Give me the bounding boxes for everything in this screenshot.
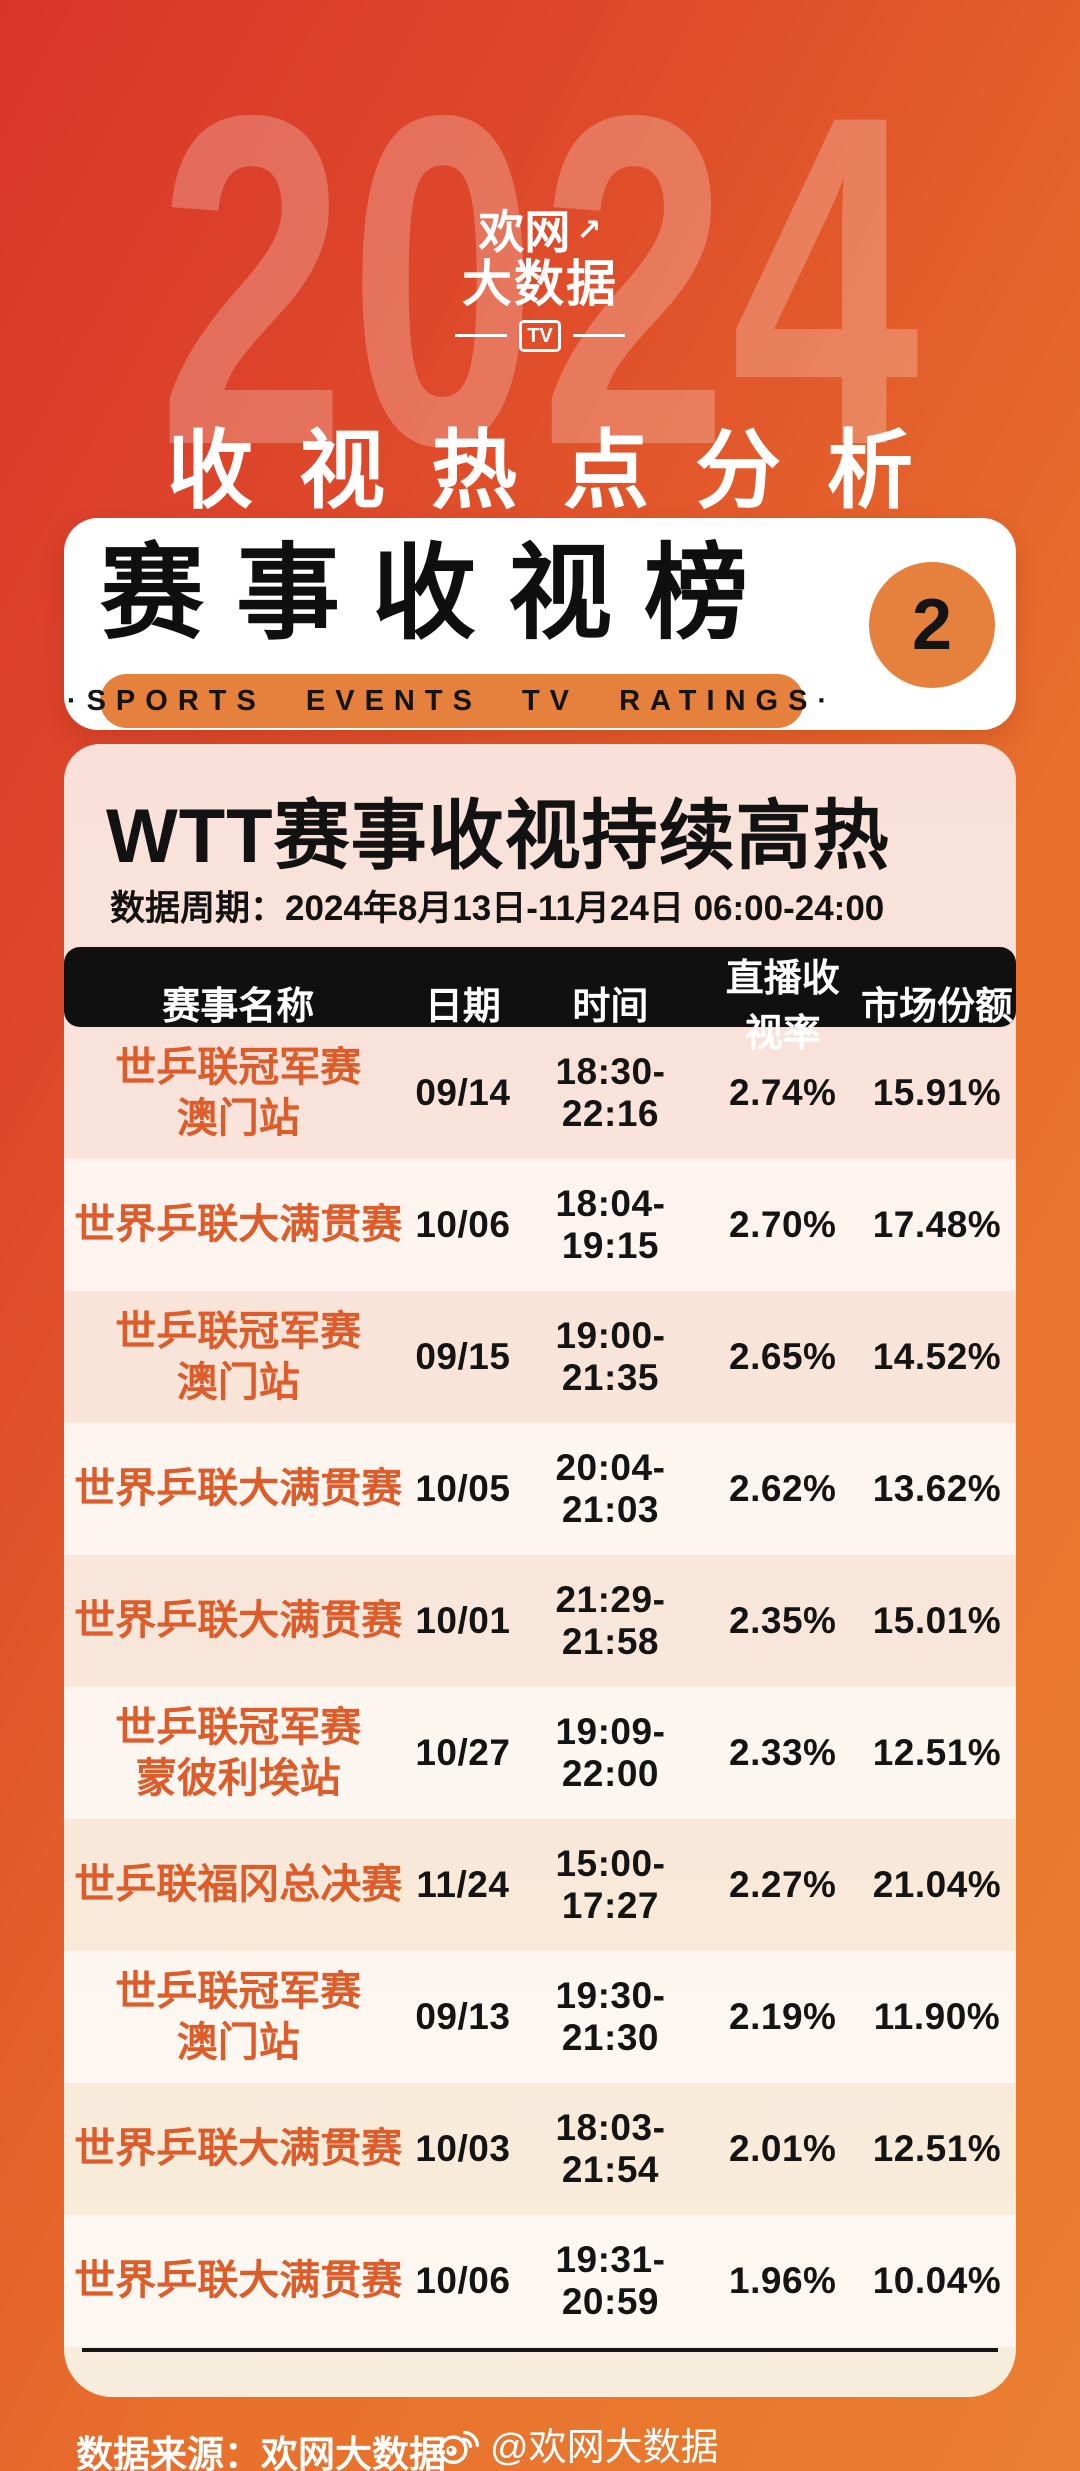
event-date: 10/06 [415,2260,511,2301]
weibo-icon [438,2430,480,2464]
table-row: 世乒联福冈总决赛 11/24 15:00-17:27 2.27% 21.04% [64,1819,1016,1951]
weibo-handle: @欢网大数据 [490,2427,719,2469]
event-date: 09/15 [415,1336,511,1377]
rank-card: 赛事收视榜 ·SPORTS EVENTS TV RATINGS· 2 [64,518,1016,730]
col-header-share: 市场份额 [860,985,1013,1028]
data-panel: WTT赛事收视持续高热 数据周期：2024年8月13日-11月24日 06:00… [64,744,1016,2397]
event-rating: 1.96% [729,2260,837,2301]
event-time: 19:30-21:30 [555,1975,666,2058]
event-time: 20:04-21:03 [555,1447,666,1530]
col-header-date: 日期 [424,985,501,1028]
event-time: 18:30-22:16 [555,1051,666,1134]
event-rating: 2.65% [729,1336,837,1377]
table-row: 世界乒联大满贯赛 10/06 18:04-19:15 2.70% 17.48% [64,1159,1016,1291]
event-time: 21:29-21:58 [555,1579,666,1662]
event-rating: 2.74% [729,1072,837,1113]
event-rating: 2.35% [729,1600,837,1641]
event-date: 11/24 [416,1864,510,1905]
event-share: 15.01% [872,1600,1002,1641]
event-date: 09/13 [415,1996,511,2037]
event-share: 17.48% [872,1204,1002,1245]
event-time: 18:04-19:15 [555,1183,666,1266]
table-body: 世乒联冠军赛 澳门站 09/14 18:30-22:16 2.74% 15.91… [64,1027,1016,2347]
logo-rule-right [572,334,625,338]
event-rating: 2.01% [729,2128,837,2169]
event-rating: 2.19% [729,1996,837,2037]
event-share: 12.51% [872,2128,1002,2169]
table-row: 世乒联冠军赛 蒙彼利埃站 10/27 19:09-22:00 2.33% 12.… [64,1687,1016,1819]
event-name: 世界乒联大满贯赛 [74,1465,403,1512]
event-share: 10.04% [872,2260,1002,2301]
event-date: 10/05 [415,1468,511,1509]
event-name: 世界乒联大满贯赛 [74,2125,403,2172]
event-time: 19:09-22:00 [555,1711,666,1794]
logo-rule-left [455,334,508,338]
event-name: 世乒联冠军赛 澳门站 [115,1967,362,2065]
rank-card-subtitle-pill: ·SPORTS EVENTS TV RATINGS· [67,674,827,728]
bottom-divider [82,2348,998,2352]
section-heading: WTT赛事收视持续高热 [106,794,890,879]
weibo-account: @欢网大数据 [436,2416,719,2471]
year-watermark: 2024 [157,18,923,543]
page-title: 收视热点分析 [167,423,959,519]
event-name: 世界乒联大满贯赛 [74,1201,403,1248]
event-name: 世乒联冠军赛 澳门站 [115,1307,362,1405]
table-row: 世界乒联大满贯赛 10/06 19:31-20:59 1.96% 10.04% [64,2215,1016,2347]
col-header-time: 时间 [572,985,649,1028]
event-time: 19:31-20:59 [555,2239,666,2322]
event-share: 15.91% [872,1072,1002,1113]
trend-arrow-icon: ↗ [576,214,602,247]
event-name: 世乒联福冈总决赛 [74,1861,403,1908]
logo-name1: 欢网 [478,206,571,258]
logo-name2: 大数据 [462,256,618,313]
table-header: 赛事名称 日期 时间 直播收视率 市场份额 [64,947,1016,1055]
event-rating: 2.27% [729,1864,837,1905]
event-time: 19:00-21:35 [555,1315,666,1398]
logo-line1: 欢网 ↗ [0,208,1080,256]
rank-number-badge: 2 [869,562,995,688]
tv-badge: TV [519,319,561,352]
event-date: 10/03 [415,2128,511,2169]
event-date: 09/14 [415,1072,511,1113]
logo-tv-row: TV [0,319,1080,352]
event-share: 14.52% [872,1336,1002,1377]
event-time: 18:03-21:54 [555,2107,666,2190]
table-row: 世乒联冠军赛 澳门站 09/15 19:00-21:35 2.65% 14.52… [64,1291,1016,1423]
event-name: 世界乒联大满贯赛 [74,1597,403,1644]
col-header-event: 赛事名称 [162,985,315,1028]
event-date: 10/01 [415,1600,511,1641]
table-row: 世乒联冠军赛 澳门站 09/14 18:30-22:16 2.74% 15.91… [64,1027,1016,1159]
table-row: 世乒联冠军赛 澳门站 09/13 19:30-21:30 2.19% 11.90… [64,1951,1016,2083]
table-row: 世界乒联大满贯赛 10/03 18:03-21:54 2.01% 12.51% [64,2083,1016,2215]
event-name: 世界乒联大满贯赛 [74,2257,403,2304]
event-share: 11.90% [873,1996,1001,2037]
event-share: 13.62% [872,1468,1002,1509]
table-row: 世界乒联大满贯赛 10/05 20:04-21:03 2.62% 13.62% [64,1423,1016,1555]
event-name: 世乒联冠军赛 澳门站 [115,1043,362,1141]
event-date: 10/27 [415,1732,511,1773]
col-header-rating: 直播收视率 [725,958,840,1055]
event-date: 10/06 [415,1204,511,1245]
event-rating: 2.33% [729,1732,837,1773]
event-share: 21.04% [872,1864,1002,1905]
event-time: 15:00-17:27 [555,1843,666,1926]
data-period: 数据周期：2024年8月13日-11月24日 06:00-24:00 [110,889,885,928]
rank-card-title: 赛事收视榜 [100,536,781,652]
event-rating: 2.70% [729,1204,837,1245]
huanwang-bigdata-logo: 欢网 ↗ 大数据 TV [0,208,1080,352]
data-source: 数据来源：欢网大数据 [76,2434,446,2471]
event-rating: 2.62% [729,1468,837,1509]
event-name: 世乒联冠军赛 蒙彼利埃站 [115,1703,362,1801]
table-row: 世界乒联大满贯赛 10/01 21:29-21:58 2.35% 15.01% [64,1555,1016,1687]
event-share: 12.51% [872,1732,1002,1773]
